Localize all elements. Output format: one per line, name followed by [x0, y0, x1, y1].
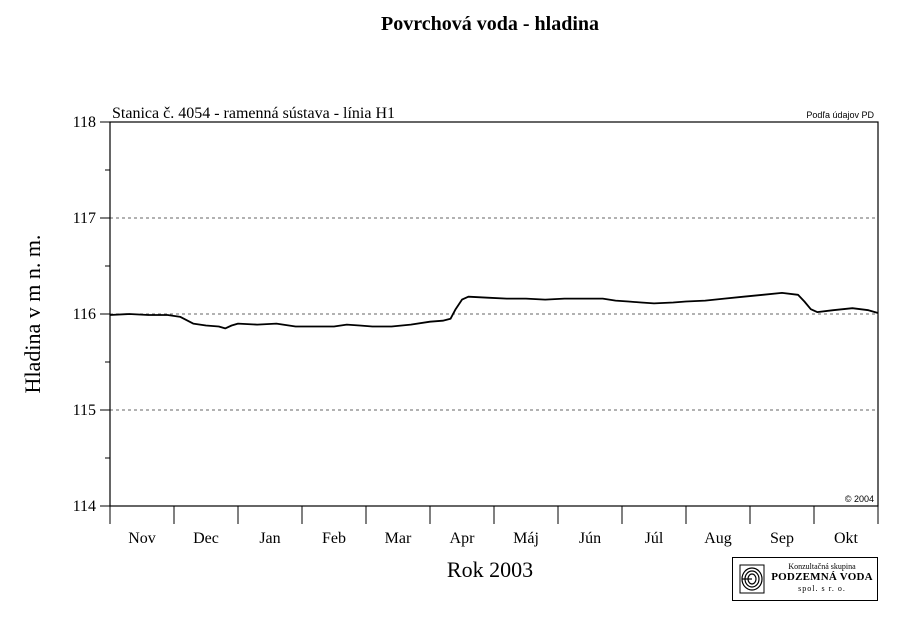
y-tick-label: 114 — [73, 498, 96, 515]
spiral-logo-icon — [739, 564, 765, 594]
x-tick-label: Nov — [128, 530, 156, 547]
series-line-hladina — [109, 292, 879, 330]
x-axis: Nov Dec Jan Feb Mar Apr Máj Jún Júl Aug Sep Okt — [109, 506, 879, 547]
logo-line-2: PODZEMNÁ VODA — [771, 571, 873, 584]
logo-line-3: spol. s r. o. — [798, 583, 846, 593]
copyright-note: © 2004 — [845, 494, 874, 504]
x-tick-label: Sep — [770, 530, 794, 547]
x-tick-label: Jún — [579, 530, 601, 547]
x-tick-label: Apr — [450, 530, 476, 547]
y-tick-label: 117 — [73, 210, 96, 227]
x-tick-label: Mar — [385, 530, 412, 547]
company-logo: Konzultačná skupina PODZEMNÁ VODA spol. … — [732, 557, 878, 601]
y-axis-label: Hladina v m n. m. — [20, 235, 45, 394]
x-tick-label: Feb — [322, 530, 346, 547]
x-tick-label: Dec — [193, 530, 219, 547]
y-tick-label: 118 — [73, 114, 96, 131]
x-tick-label: Júl — [645, 530, 664, 547]
x-tick-label: Aug — [704, 530, 732, 547]
x-tick-label: Jan — [259, 530, 280, 547]
x-tick-label: Máj — [513, 530, 539, 547]
y-axis: 114 115 116 117 118 — [73, 114, 110, 515]
source-note: Podľa údajov PD — [806, 110, 874, 120]
chart-title: Povrchová voda - hladina — [381, 13, 599, 35]
y-tick-label: 115 — [73, 402, 96, 419]
x-tick-label: Okt — [834, 530, 859, 547]
y-tick-label: 116 — [73, 306, 96, 323]
logo-line-1: Konzultačná skupina — [788, 562, 856, 571]
grid-lines — [110, 217, 878, 411]
logo-text: Konzultačná skupina PODZEMNÁ VODA spol. … — [769, 562, 875, 593]
x-axis-label: Rok 2003 — [447, 557, 533, 582]
chart-subtitle: Stanica č. 4054 - ramenná sústava - líni… — [112, 105, 395, 122]
